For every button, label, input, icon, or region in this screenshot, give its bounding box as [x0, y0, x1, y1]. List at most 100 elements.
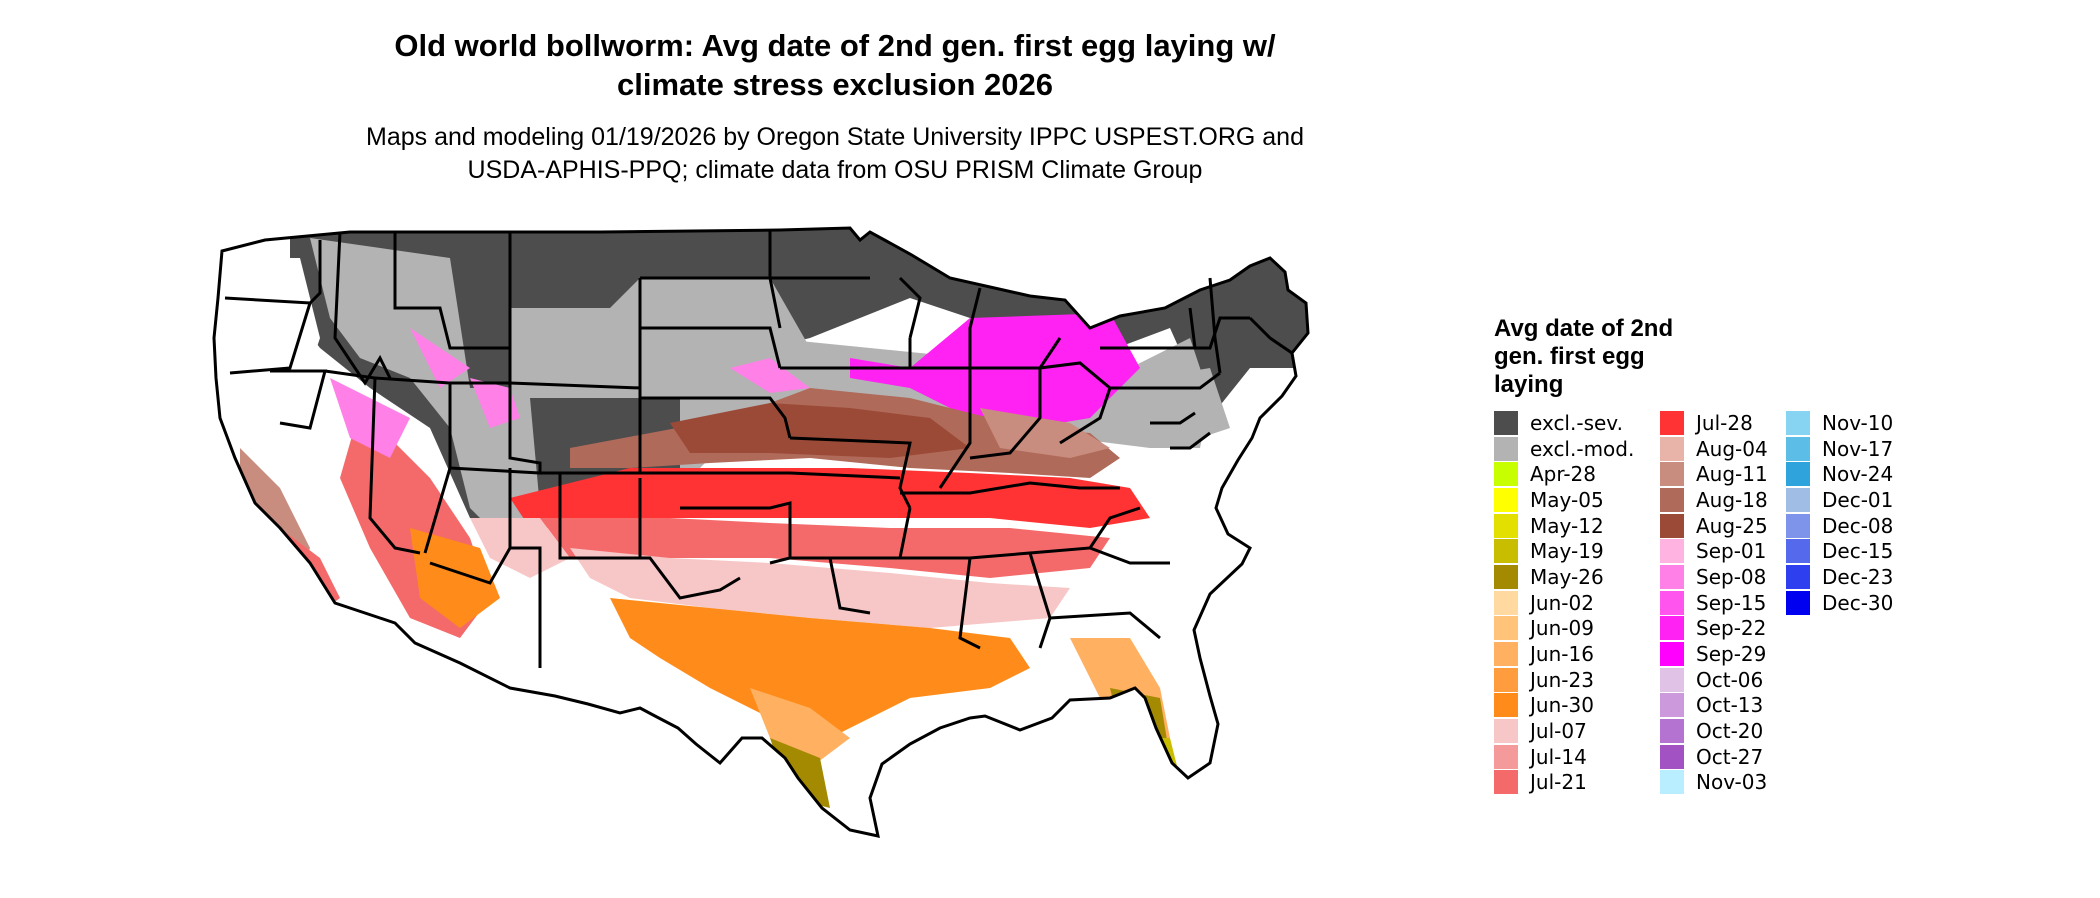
legend-swatch — [1660, 642, 1684, 667]
map-title-line-1: Old world bollworm: Avg date of 2nd gen.… — [394, 28, 1276, 63]
legend-item: May-26 — [1494, 564, 1634, 590]
legend-label: Dec-01 — [1822, 487, 1894, 512]
legend-swatch — [1494, 693, 1518, 718]
legend-swatch — [1786, 539, 1810, 564]
legend-label: Jun-09 — [1530, 616, 1594, 641]
legend-swatch — [1786, 436, 1810, 461]
legend-label: Nov-10 — [1822, 410, 1894, 435]
legend-item: Nov-10 — [1786, 410, 1893, 436]
legend-label: Dec-23 — [1822, 564, 1894, 589]
legend-swatch — [1786, 410, 1810, 435]
legend-title-line-2: gen. first egg — [1494, 343, 1645, 370]
legend-swatch — [1786, 487, 1810, 512]
legend-swatch — [1494, 487, 1518, 512]
legend-swatch — [1660, 616, 1684, 641]
map-title-line-2: climate stress exclusion 2026 — [617, 67, 1053, 102]
legend-label: excl.-mod. — [1530, 436, 1635, 461]
legend-label: Dec-30 — [1822, 590, 1894, 615]
legend-item: Aug-11 — [1660, 461, 1768, 487]
legend-label: May-05 — [1530, 487, 1604, 512]
legend-label: Aug-18 — [1696, 487, 1768, 512]
legend-label: Sep-29 — [1696, 642, 1767, 667]
legend-swatch — [1494, 667, 1518, 692]
legend-swatch — [1786, 590, 1810, 615]
legend-item: Dec-30 — [1786, 590, 1893, 616]
legend-swatch — [1660, 564, 1684, 589]
legend-item: Sep-15 — [1660, 590, 1768, 616]
legend-label: Jul-07 — [1530, 719, 1587, 744]
legend-swatch — [1660, 693, 1684, 718]
legend-label: Jun-30 — [1530, 693, 1594, 718]
legend-item: Nov-03 — [1660, 770, 1768, 796]
legend-label: Dec-08 — [1822, 513, 1894, 538]
legend-swatch — [1494, 436, 1518, 461]
legend-swatch — [1786, 513, 1810, 538]
legend-item: Oct-13 — [1660, 693, 1768, 719]
legend-label: Oct-13 — [1696, 693, 1764, 718]
legend-item: May-12 — [1494, 513, 1634, 539]
legend-label: Oct-20 — [1696, 719, 1764, 744]
legend-title-line-1: Avg date of 2nd — [1494, 315, 1674, 342]
legend-item: Jul-14 — [1494, 744, 1634, 770]
legend-swatch — [1494, 410, 1518, 435]
legend-swatch — [1494, 616, 1518, 641]
legend-swatch — [1660, 462, 1684, 487]
legend-swatch — [1494, 513, 1518, 538]
legend-item: Jun-02 — [1494, 590, 1634, 616]
legend-swatch — [1494, 462, 1518, 487]
legend-swatch — [1660, 719, 1684, 744]
legend-label: excl.-sev. — [1530, 410, 1623, 435]
legend-item: Aug-04 — [1660, 436, 1768, 462]
legend-swatch — [1660, 590, 1684, 615]
legend-column-2: Jul-28 Aug-04 Aug-11 Aug-18 Aug-25 Sep-01 Sep-… — [1660, 410, 1768, 795]
legend-label: Apr-28 — [1530, 462, 1596, 487]
legend-swatch — [1494, 719, 1518, 744]
legend-title: Avg date of 2nd gen. first egg laying — [1494, 315, 1724, 399]
legend-label: Nov-03 — [1696, 770, 1768, 795]
legend-label: Nov-24 — [1822, 462, 1894, 487]
legend-item: Sep-08 — [1660, 564, 1768, 590]
legend-label: Jul-21 — [1530, 770, 1587, 795]
state-borders — [212, 226, 1310, 838]
legend-label: Nov-17 — [1822, 436, 1894, 461]
legend-item: Oct-27 — [1660, 744, 1768, 770]
legend-item: Dec-08 — [1786, 513, 1893, 539]
legend-label: Jun-02 — [1530, 590, 1594, 615]
legend-swatch — [1786, 462, 1810, 487]
legend-label: Dec-15 — [1822, 539, 1894, 564]
legend-label: Aug-11 — [1696, 462, 1768, 487]
legend-label: Jul-14 — [1530, 744, 1587, 769]
legend-swatch — [1494, 642, 1518, 667]
legend-item: Jul-28 — [1660, 410, 1768, 436]
legend-item: Jun-16 — [1494, 641, 1634, 667]
legend-label: Aug-25 — [1696, 513, 1768, 538]
legend-label: Sep-15 — [1696, 590, 1767, 615]
legend-swatch — [1494, 744, 1518, 769]
legend-swatch — [1494, 539, 1518, 564]
legend-item: Sep-22 — [1660, 616, 1768, 642]
legend-swatch — [1660, 539, 1684, 564]
legend-item: May-05 — [1494, 487, 1634, 513]
legend-label: May-26 — [1530, 564, 1604, 589]
legend-item: Jun-09 — [1494, 616, 1634, 642]
map-subtitle-line-2: USDA-APHIS-PPQ; climate data from OSU PR… — [467, 156, 1203, 184]
map-subtitle-line-1: Maps and modeling 01/19/2026 by Oregon S… — [366, 123, 1304, 151]
legend-label: Sep-08 — [1696, 564, 1767, 589]
legend-label: Oct-27 — [1696, 744, 1764, 769]
legend-label: May-12 — [1530, 513, 1604, 538]
legend-item: May-19 — [1494, 538, 1634, 564]
map-title: Old world bollworm: Avg date of 2nd gen.… — [0, 26, 1670, 104]
legend-swatch — [1660, 667, 1684, 692]
legend-swatch — [1660, 436, 1684, 461]
legend-item: Aug-18 — [1660, 487, 1768, 513]
legend-swatch — [1660, 513, 1684, 538]
legend-item: Jun-30 — [1494, 693, 1634, 719]
legend-item: Oct-06 — [1660, 667, 1768, 693]
legend-title-line-3: laying — [1494, 371, 1564, 398]
legend-swatch — [1660, 770, 1684, 795]
legend-item: Sep-29 — [1660, 641, 1768, 667]
legend-label: May-19 — [1530, 539, 1604, 564]
legend-item: Nov-24 — [1786, 461, 1893, 487]
legend-item: Aug-25 — [1660, 513, 1768, 539]
legend-label: Sep-22 — [1696, 616, 1767, 641]
